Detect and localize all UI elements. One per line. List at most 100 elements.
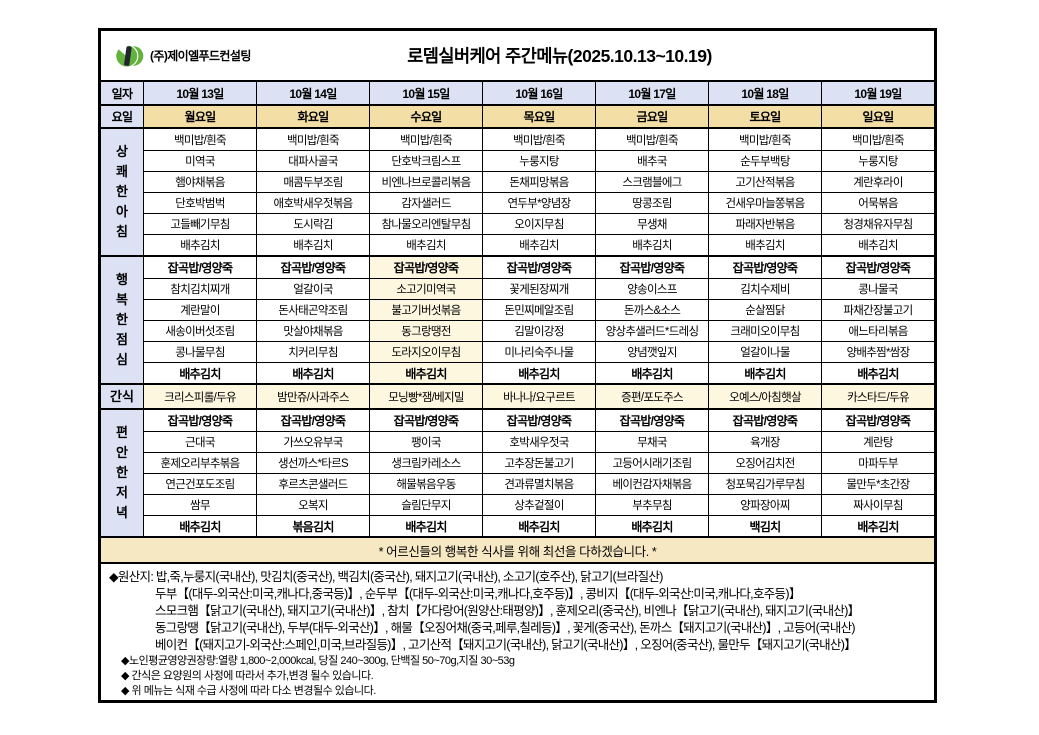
lunch-menu-cell: 콩나물무침 xyxy=(143,341,256,362)
day-cell: 금요일 xyxy=(595,105,708,127)
breakfast-menu-cell: 백미밥/흰죽 xyxy=(256,129,369,150)
day-cell: 일요일 xyxy=(821,105,934,127)
breakfast-menu-cell: 참나물오리엔탈무침 xyxy=(369,213,482,234)
day-cell: 화요일 xyxy=(256,105,369,127)
section-label-char: 녁 xyxy=(116,505,128,521)
dinner-menu-cell: 계란탕 xyxy=(821,431,934,452)
breakfast-menu-cell: 백미밥/흰죽 xyxy=(708,129,821,150)
breakfast-menu-cell: 배추김치 xyxy=(143,234,256,255)
dinner-menu-cell: 배추김치 xyxy=(369,515,482,536)
dinner-menu-cell: 오징어김치전 xyxy=(708,452,821,473)
company-logo-icon xyxy=(116,42,144,66)
lunch-menu-cell: 불고기버섯볶음 xyxy=(369,299,482,320)
dinner-menu-cell: 백김치 xyxy=(708,515,821,536)
lunch-menu-cell: 잡곡밥/영양죽 xyxy=(369,257,482,278)
lunch-menu-cell: 맛살야채볶음 xyxy=(256,320,369,341)
dinner-menu-cell: 해물볶음우동 xyxy=(369,473,482,494)
breakfast-menu-cell: 백미밥/흰죽 xyxy=(482,129,595,150)
snack-menu-cell: 오예스/아침햇살 xyxy=(708,385,821,408)
lunch-menu-cell: 도라지오이무침 xyxy=(369,341,482,362)
dinner-menu-cell: 팽이국 xyxy=(369,431,482,452)
snack-menu-cell: 밤만쥬/사과주스 xyxy=(256,385,369,408)
lunch-menu-cell: 순살찜닭 xyxy=(708,299,821,320)
lunch-menu-cell: 파채간장불고기 xyxy=(821,299,934,320)
dinner-menu-cell: 연근건포도조림 xyxy=(143,473,256,494)
section-label-char: 아 xyxy=(116,204,128,220)
day-cell: 목요일 xyxy=(482,105,595,127)
lunch-menu-cell: 돈민찌메알조림 xyxy=(482,299,595,320)
origin-line: 두부【(대두-외국산:미국,캐나다,중국등)】, 순두부【(대두-외국산:미국,… xyxy=(155,587,801,601)
snack-menu-cell: 카스타드/두유 xyxy=(821,385,934,408)
lunch-menu-cell: 애느타리볶음 xyxy=(821,320,934,341)
lunch-menu-cell: 크래미오이무침 xyxy=(708,320,821,341)
section-label-char: 한 xyxy=(116,464,128,480)
day-cell: 토요일 xyxy=(708,105,821,127)
lunch-menu-cell: 소고기미역국 xyxy=(369,278,482,299)
lunch-menu-cell: 돈까스&소스 xyxy=(595,299,708,320)
date-cell: 10월 13일 xyxy=(143,82,256,104)
lunch-menu-cell: 양상추샐러드*드레싱 xyxy=(595,320,708,341)
breakfast-menu-cell: 땅콩조림 xyxy=(595,192,708,213)
dinner-menu-cell: 배추김치 xyxy=(595,515,708,536)
date-cell: 10월 18일 xyxy=(708,82,821,104)
section-label-char: 심 xyxy=(116,352,128,368)
dinner-menu-cell: 근대국 xyxy=(143,431,256,452)
lunch-menu-cell: 미나리숙주나물 xyxy=(482,341,595,362)
lunch-menu-cell: 치커리무침 xyxy=(256,341,369,362)
dinner-menu-cell: 고추장돈불고기 xyxy=(482,452,595,473)
breakfast-menu-cell: 애호박새우젓볶음 xyxy=(256,192,369,213)
dinner-menu-cell: 청포묵김가루무침 xyxy=(708,473,821,494)
lunch-menu-cell: 김말이강정 xyxy=(482,320,595,341)
lunch-menu-cell: 동그랑땡전 xyxy=(369,320,482,341)
breakfast-menu-cell: 백미밥/흰죽 xyxy=(369,129,482,150)
lunch-menu-cell: 배추김치 xyxy=(821,362,934,383)
dinner-menu-cell: 짜사이무침 xyxy=(821,494,934,515)
note-line: ◆ 위 메뉴는 식재 수급 사정에 따라 다소 변경될수 있습니다. xyxy=(121,685,376,697)
section-label-char: 점 xyxy=(116,332,128,348)
breakfast-menu-cell: 매콤두부조림 xyxy=(256,171,369,192)
breakfast-menu-cell: 누룽지탕 xyxy=(482,150,595,171)
section-label-char: 한 xyxy=(116,183,128,199)
section-label-char: 저 xyxy=(116,485,128,501)
dinner-menu-cell: 견과류멸치볶음 xyxy=(482,473,595,494)
footer-notes: ◆원산지: 밥,죽,누룽지(국내산), 맛김치(중국산), 백김치(중국산), … xyxy=(101,564,934,700)
dinner-menu-cell: 부추무침 xyxy=(595,494,708,515)
breakfast-menu-cell: 청경채유자무침 xyxy=(821,213,934,234)
lunch-menu-cell: 얼갈이국 xyxy=(256,278,369,299)
dinner-menu-cell: 배추김치 xyxy=(482,515,595,536)
lunch-menu-cell: 잡곡밥/영양죽 xyxy=(595,257,708,278)
dinner-menu-cell: 생선까스*타르S xyxy=(256,452,369,473)
breakfast-menu-cell: 순두부백탕 xyxy=(708,150,821,171)
lunch-menu-cell: 콩나물국 xyxy=(821,278,934,299)
lunch-menu-cell: 잡곡밥/영양죽 xyxy=(143,257,256,278)
menu-table: 일자 10월 13일 10월 14일 10월 15일 10월 16일 10월 17일 10월… xyxy=(101,82,934,536)
section-label-char: 행 xyxy=(116,271,128,287)
date-cell: 10월 14일 xyxy=(256,82,369,104)
lunch-menu-cell: 배추김치 xyxy=(482,362,595,383)
date-cell: 10월 16일 xyxy=(482,82,595,104)
section-snack: 간식 크리스피롤/두유 밤만쥬/사과주스 모닝빵*잼/베지밀 바나나/요구르트 증편/포도… xyxy=(101,383,934,408)
weekly-menu-sheet: (주)제이엘푸드컨설팅 로뎀실버케어 주간메뉴(2025.10.13~10.19… xyxy=(98,28,937,703)
lunch-menu-cell: 계란말이 xyxy=(143,299,256,320)
breakfast-menu-cell: 대파사골국 xyxy=(256,150,369,171)
breakfast-menu-cell: 계란후라이 xyxy=(821,171,934,192)
lunch-menu-cell: 잡곡밥/영양죽 xyxy=(708,257,821,278)
lunch-menu-cell: 얼갈이나물 xyxy=(708,341,821,362)
dinner-menu-cell: 잡곡밥/영양죽 xyxy=(256,410,369,431)
breakfast-menu-cell: 누룽지탕 xyxy=(821,150,934,171)
dinner-menu-cell: 고등어시래기조림 xyxy=(595,452,708,473)
breakfast-menu-cell: 햄야채볶음 xyxy=(143,171,256,192)
lunch-menu-cell: 잡곡밥/영양죽 xyxy=(256,257,369,278)
dinner-menu-cell: 육개장 xyxy=(708,431,821,452)
breakfast-menu-cell: 배추김치 xyxy=(821,234,934,255)
dinner-menu-cell: 배추김치 xyxy=(143,515,256,536)
date-row-header: 일자 xyxy=(101,82,143,104)
dinner-menu-cell: 상추겉절이 xyxy=(482,494,595,515)
dinner-menu-cell: 배추김치 xyxy=(821,515,934,536)
section-lunch: 행 복 한 점 심 잡곡밥/영양죽 잡곡밥/영양죽 잡곡밥/영양죽 잡곡밥/영양죽 잡곡밥/영양죽… xyxy=(101,255,934,383)
snack-menu-cell: 바나나/요구르트 xyxy=(482,385,595,408)
breakfast-menu-cell: 건새우마늘쫑볶음 xyxy=(708,192,821,213)
